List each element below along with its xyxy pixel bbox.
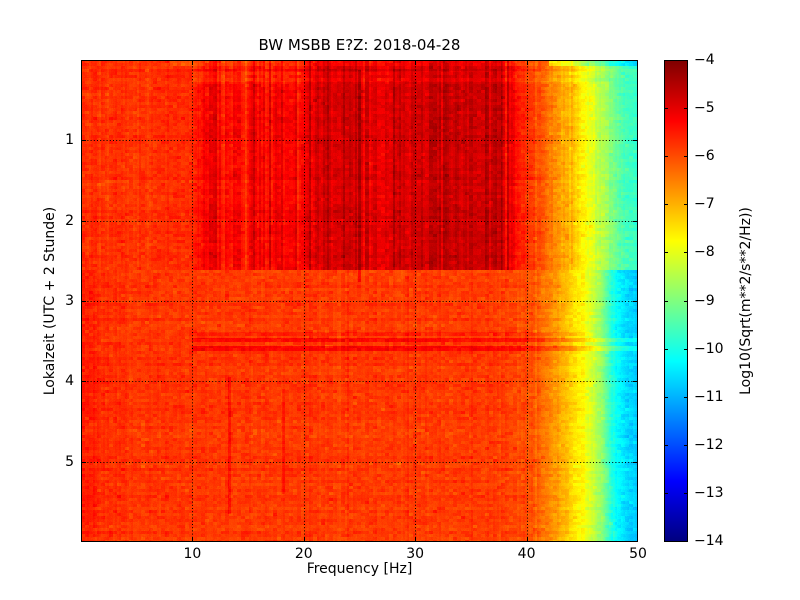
colorbar-tick-label: −12 — [694, 436, 724, 453]
y-tick-label: 2 — [65, 212, 74, 229]
y-tick-label: 5 — [65, 453, 74, 470]
colorbar-tick-label: −11 — [694, 388, 724, 405]
x-tick-label: 30 — [406, 546, 425, 562]
y-tick-label: 3 — [65, 293, 74, 309]
plot-title: BW MSBB E?Z: 2018-04-28 — [258, 36, 461, 54]
spectrogram-canvas — [81, 60, 638, 542]
colorbar-tick-label: −4 — [694, 52, 715, 68]
colorbar-tick-label: −14 — [694, 533, 724, 549]
x-tick-label: 40 — [517, 546, 536, 562]
colorbar-tick-label: −6 — [694, 148, 715, 165]
colorbar-label: Log10(Sqrt(m**2/s**2/Hz)) — [738, 207, 754, 395]
y-tick-label: 4 — [65, 373, 74, 390]
colorbar-tick-label: −5 — [694, 100, 715, 117]
x-axis-label: Frequency [Hz] — [306, 561, 413, 577]
colorbar-tick-label: −8 — [694, 244, 715, 261]
x-tick-label: 20 — [294, 546, 313, 562]
y-tick-label: 1 — [65, 132, 74, 149]
colorbar-canvas — [664, 60, 688, 542]
x-tick-label: 10 — [183, 546, 202, 562]
colorbar-tick-label: −13 — [694, 484, 724, 501]
x-tick-label: 50 — [629, 546, 647, 562]
colorbar-tick-label: −7 — [694, 196, 715, 213]
colorbar-tick-label: −10 — [694, 340, 724, 357]
y-axis-label: Lokalzeit (UTC + 2 Stunde) — [42, 206, 58, 396]
colorbar-tick-label: −9 — [694, 292, 715, 309]
